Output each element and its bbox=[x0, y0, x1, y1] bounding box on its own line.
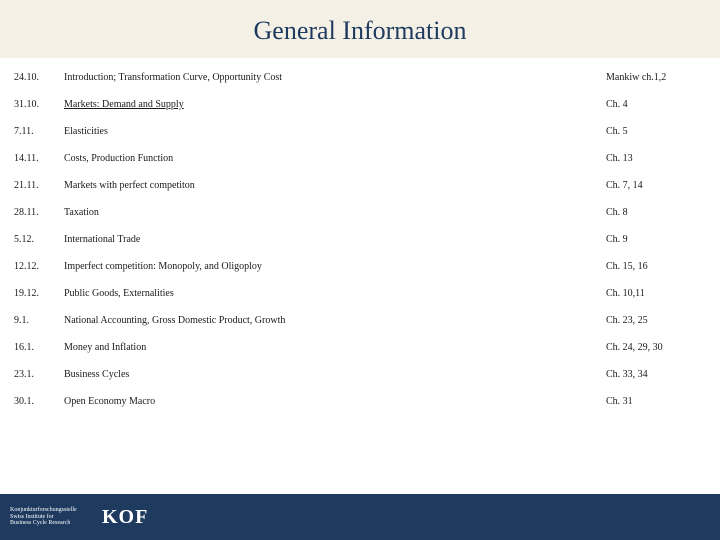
table-row: 19.12.Public Goods, ExternalitiesCh. 10,… bbox=[0, 280, 720, 307]
cell-date: 31.10. bbox=[0, 91, 58, 118]
cell-date: 24.10. bbox=[0, 64, 58, 91]
cell-date: 5.12. bbox=[0, 226, 58, 253]
cell-topic: Markets with perfect competiton bbox=[58, 172, 600, 199]
table-row: 9.1.National Accounting, Gross Domestic … bbox=[0, 307, 720, 334]
cell-topic[interactable]: Markets: Demand and Supply bbox=[58, 91, 600, 118]
cell-date: 12.12. bbox=[0, 253, 58, 280]
cell-reference: Ch. 9 bbox=[600, 226, 720, 253]
slide-footer: Konjunkturforschungsstelle Swiss Institu… bbox=[0, 494, 720, 540]
table-row: 23.1.Business CyclesCh. 33, 34 bbox=[0, 361, 720, 388]
table-row: 5.12.International TradeCh. 9 bbox=[0, 226, 720, 253]
cell-reference: Ch. 13 bbox=[600, 145, 720, 172]
slide-header: General Information bbox=[0, 0, 720, 58]
cell-reference: Mankiw ch.1,2 bbox=[600, 64, 720, 91]
cell-date: 28.11. bbox=[0, 199, 58, 226]
cell-date: 16.1. bbox=[0, 334, 58, 361]
institute-line: Konjunkturforschungsstelle bbox=[10, 507, 88, 514]
cell-topic: Open Economy Macro bbox=[58, 388, 600, 415]
cell-date: 19.12. bbox=[0, 280, 58, 307]
table-row: 21.11.Markets with perfect competitonCh.… bbox=[0, 172, 720, 199]
table-row: 14.11.Costs, Production FunctionCh. 13 bbox=[0, 145, 720, 172]
cell-date: 7.11. bbox=[0, 118, 58, 145]
cell-topic: Money and Inflation bbox=[58, 334, 600, 361]
cell-topic: Taxation bbox=[58, 199, 600, 226]
institute-line: Business Cycle Research bbox=[10, 520, 88, 527]
schedule-table-container: 24.10.Introduction; Transformation Curve… bbox=[0, 58, 720, 494]
page-title: General Information bbox=[0, 16, 720, 46]
cell-topic: Elasticities bbox=[58, 118, 600, 145]
cell-reference: Ch. 31 bbox=[600, 388, 720, 415]
table-row: 16.1.Money and InflationCh. 24, 29, 30 bbox=[0, 334, 720, 361]
schedule-table: 24.10.Introduction; Transformation Curve… bbox=[0, 64, 720, 415]
table-row: 12.12.Imperfect competition: Monopoly, a… bbox=[0, 253, 720, 280]
cell-topic: Business Cycles bbox=[58, 361, 600, 388]
cell-reference: Ch. 23, 25 bbox=[600, 307, 720, 334]
cell-reference: Ch. 5 bbox=[600, 118, 720, 145]
cell-date: 30.1. bbox=[0, 388, 58, 415]
table-row: 28.11.TaxationCh. 8 bbox=[0, 199, 720, 226]
slide-frame: General Information 24.10.Introduction; … bbox=[0, 0, 720, 540]
table-row: 24.10.Introduction; Transformation Curve… bbox=[0, 64, 720, 91]
cell-topic: Introduction; Transformation Curve, Oppo… bbox=[58, 64, 600, 91]
cell-date: 23.1. bbox=[0, 361, 58, 388]
cell-topic: Public Goods, Externalities bbox=[58, 280, 600, 307]
institute-line: Swiss Institute for bbox=[10, 514, 88, 521]
cell-date: 9.1. bbox=[0, 307, 58, 334]
cell-date: 14.11. bbox=[0, 145, 58, 172]
table-row: 30.1.Open Economy MacroCh. 31 bbox=[0, 388, 720, 415]
cell-reference: Ch. 7, 14 bbox=[600, 172, 720, 199]
cell-reference: Ch. 24, 29, 30 bbox=[600, 334, 720, 361]
kof-logo: KOF bbox=[102, 506, 148, 529]
cell-topic: International Trade bbox=[58, 226, 600, 253]
cell-reference: Ch. 10,11 bbox=[600, 280, 720, 307]
institute-name: Konjunkturforschungsstelle Swiss Institu… bbox=[10, 507, 88, 528]
cell-topic: Costs, Production Function bbox=[58, 145, 600, 172]
table-row: 7.11.ElasticitiesCh. 5 bbox=[0, 118, 720, 145]
cell-date: 21.11. bbox=[0, 172, 58, 199]
table-row: 31.10.Markets: Demand and SupplyCh. 4 bbox=[0, 91, 720, 118]
cell-topic: Imperfect competition: Monopoly, and Oli… bbox=[58, 253, 600, 280]
cell-reference: Ch. 33, 34 bbox=[600, 361, 720, 388]
cell-reference: Ch. 4 bbox=[600, 91, 720, 118]
cell-reference: Ch. 8 bbox=[600, 199, 720, 226]
cell-topic: National Accounting, Gross Domestic Prod… bbox=[58, 307, 600, 334]
cell-reference: Ch. 15, 16 bbox=[600, 253, 720, 280]
